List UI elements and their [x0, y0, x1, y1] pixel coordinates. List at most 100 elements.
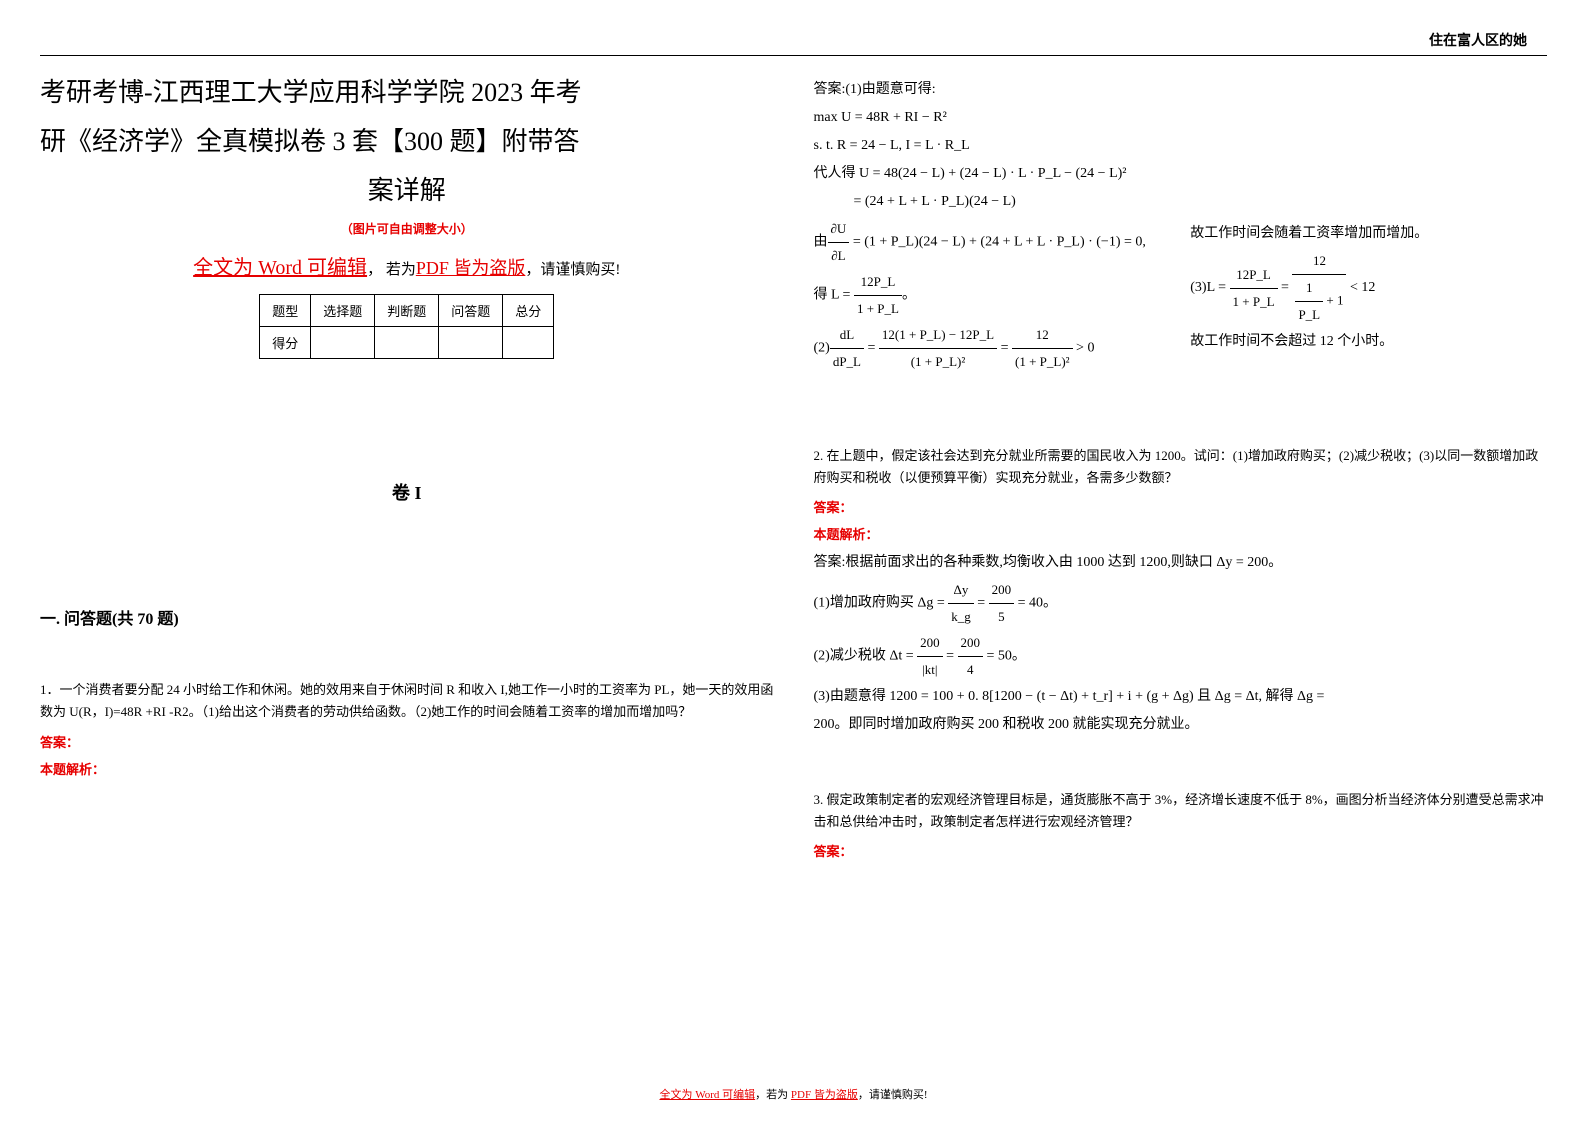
- question-3: 3. 假定政策制定者的宏观经济管理目标是，通货膨胀不高于 3%，经济增长速度不低…: [814, 789, 1548, 860]
- num: 12P_L: [1230, 262, 1278, 289]
- td-empty: [503, 327, 554, 359]
- den: ∂L: [828, 243, 850, 269]
- footer-warning: 全文为 Word 可编辑，若为 PDF 皆为盗版，请谨慎购买!: [0, 1086, 1587, 1102]
- m1-r1: 故工作时间会随着工资率增加而增加。: [1190, 220, 1547, 248]
- m2-l3-post: = 50。: [983, 649, 1026, 664]
- m1-l8-post: > 0: [1073, 341, 1095, 356]
- math1-right: 故工作时间会随着工资率增加而增加。 (3)L = 12P_L1 + P_L = …: [1190, 70, 1547, 375]
- word-editable-text: 全文为 Word 可编辑: [193, 257, 367, 279]
- m1-r3: 故工作时间不会超过 12 个小时。: [1190, 328, 1547, 356]
- num: 1: [1295, 275, 1323, 302]
- footer-word-text: 全文为 Word 可编辑: [659, 1089, 755, 1101]
- plus1: + 1: [1323, 292, 1343, 307]
- num: 12: [1012, 322, 1073, 349]
- num: dL: [830, 322, 864, 349]
- m1-l7-post: 。: [902, 288, 916, 303]
- num: 12P_L: [854, 269, 902, 296]
- q3-text: 3. 假定政策制定者的宏观经济管理目标是，通货膨胀不高于 3%，经济增长速度不低…: [814, 789, 1548, 833]
- frac: 2004: [958, 630, 984, 683]
- m2-l3-pre: (2)减少税收 Δt =: [814, 649, 918, 664]
- frac: dLdP_L: [830, 322, 864, 375]
- math1-right-content: 故工作时间会随着工资率增加而增加。 (3)L = 12P_L1 + P_L = …: [1190, 220, 1547, 356]
- eq: =: [864, 341, 879, 356]
- m1-l6-pre: 由: [814, 235, 828, 250]
- frac: 121P_L + 1: [1292, 248, 1346, 328]
- td-empty: [439, 327, 503, 359]
- section-title: 一. 问答题(共 70 题): [40, 605, 774, 629]
- footer-pdf-text: PDF 皆为盗版: [791, 1089, 858, 1101]
- den: |kt|: [917, 657, 943, 683]
- subtitle: （图片可自由调整大小）: [40, 220, 774, 237]
- m1-line2: max U = 48R + RI − R²: [814, 104, 1171, 132]
- m2-line4: (3)由题意得 1200 = 100 + 0. 8[1200 − (t − Δt…: [814, 683, 1548, 711]
- eq: =: [997, 341, 1012, 356]
- q2-answer-label: 答案：: [814, 497, 1548, 516]
- math1-left: 答案:(1)由题意可得: max U = 48R + RI − R² s. t.…: [814, 70, 1171, 375]
- m1-line1: 答案:(1)由题意可得:: [814, 76, 1171, 104]
- title-line-3: 案详解: [40, 168, 774, 215]
- m1-r2-pre: (3)L =: [1190, 280, 1229, 295]
- th-type: 题型: [260, 295, 311, 327]
- den: 4: [958, 657, 984, 683]
- td-score-label: 得分: [260, 327, 311, 359]
- math-block-1: 答案:(1)由题意可得: max U = 48R + RI − R² s. t.…: [814, 70, 1548, 375]
- num: 200: [989, 577, 1015, 604]
- q3-answer-label: 答案：: [814, 841, 1548, 860]
- math1-content: 答案:(1)由题意可得: max U = 48R + RI − R² s. t.…: [814, 76, 1171, 375]
- den: 1P_L + 1: [1292, 275, 1346, 328]
- den: k_g: [948, 604, 974, 630]
- th-total: 总分: [503, 295, 554, 327]
- q1-analysis-label: 本题解析：: [40, 759, 774, 778]
- m1-line8: (2)dLdP_L = 12(1 + P_L) − 12P_L(1 + P_L)…: [814, 322, 1171, 375]
- q1-answer-label: 答案：: [40, 732, 774, 751]
- frac: 12P_L1 + P_L: [854, 269, 902, 322]
- m2-line1: 答案:根据前面求出的各种乘数,均衡收入由 1000 达到 1200,则缺口 Δy…: [814, 549, 1548, 577]
- m1-r2-post: < 12: [1346, 280, 1375, 295]
- m2-line5: 200。即同时增加政府购买 200 和税收 200 就能实现充分就业。: [814, 711, 1548, 739]
- title-line-1: 考研考博-江西理工大学应用科学学院 2023 年考: [40, 70, 774, 117]
- m1-r2: (3)L = 12P_L1 + P_L = 121P_L + 1 < 12: [1190, 248, 1547, 328]
- den: (1 + P_L)²: [879, 349, 997, 375]
- two-column-layout: 考研考博-江西理工大学应用科学学院 2023 年考 研《经济学》全真模拟卷 3 …: [40, 70, 1547, 882]
- warn-text: ，请谨慎购买!: [525, 262, 620, 278]
- frac: 200|kt|: [917, 630, 943, 683]
- m1-l7-pre: 得 L =: [814, 288, 854, 303]
- pdf-pirate-text: PDF 皆为盗版: [416, 258, 526, 278]
- q2-text: 2. 在上题中，假定该社会达到充分就业所需要的国民收入为 1200。试问：(1)…: [814, 445, 1548, 489]
- score-table: 题型 选择题 判断题 问答题 总分 得分: [259, 294, 554, 359]
- m2-line2: (1)增加政府购买 Δg = Δyk_g = 2005 = 40。: [814, 577, 1548, 630]
- m1-line6: 由∂U∂L = (1 + P_L)(24 − L) + (24 + L + L …: [814, 216, 1171, 269]
- den: 5: [989, 604, 1015, 630]
- den: dP_L: [830, 349, 864, 375]
- m1-line5: = (24 + L + L · P_L)(24 − L): [814, 188, 1171, 216]
- eq: =: [974, 596, 989, 611]
- m2-l2-pre: (1)增加政府购买 Δg =: [814, 596, 949, 611]
- sep-text: ， 若为: [367, 262, 416, 278]
- m2-line3: (2)减少税收 Δt = 200|kt| = 2004 = 50。: [814, 630, 1548, 683]
- right-column: 答案:(1)由题意可得: max U = 48R + RI − R² s. t.…: [814, 70, 1548, 882]
- frac: 2005: [989, 577, 1015, 630]
- num: ∂U: [828, 216, 850, 243]
- q1-text: 1．一个消费者要分配 24 小时给工作和休闲。她的效用来自于休闲时间 R 和收入…: [40, 679, 774, 723]
- den: (1 + P_L)²: [1012, 349, 1073, 375]
- td-empty: [311, 327, 375, 359]
- table-row: 得分: [260, 327, 554, 359]
- footer-warn: ，请谨慎购买!: [858, 1089, 928, 1101]
- den: 1 + P_L: [1230, 289, 1278, 315]
- den: P_L: [1295, 302, 1323, 328]
- th-choice: 选择题: [311, 295, 375, 327]
- m1-line7: 得 L = 12P_L1 + P_L。: [814, 269, 1171, 322]
- eq: =: [943, 649, 958, 664]
- q2-analysis-label: 本题解析：: [814, 524, 1548, 543]
- num: 12(1 + P_L) − 12P_L: [879, 322, 997, 349]
- m1-l6-post: = (1 + P_L)(24 − L) + (24 + L + L · P_L)…: [849, 235, 1146, 250]
- header-right-text: 住在富人区的她: [1429, 30, 1527, 50]
- left-column: 考研考博-江西理工大学应用科学学院 2023 年考 研《经济学》全真模拟卷 3 …: [40, 70, 774, 882]
- m1-l8-pre: (2): [814, 341, 830, 356]
- m2-l2-post: = 40。: [1014, 596, 1057, 611]
- table-row: 题型 选择题 判断题 问答题 总分: [260, 295, 554, 327]
- m1-line3: s. t. R = 24 − L, I = L · R_L: [814, 132, 1171, 160]
- top-rule: [40, 55, 1547, 56]
- frac: Δyk_g: [948, 577, 974, 630]
- num: 12: [1292, 248, 1346, 275]
